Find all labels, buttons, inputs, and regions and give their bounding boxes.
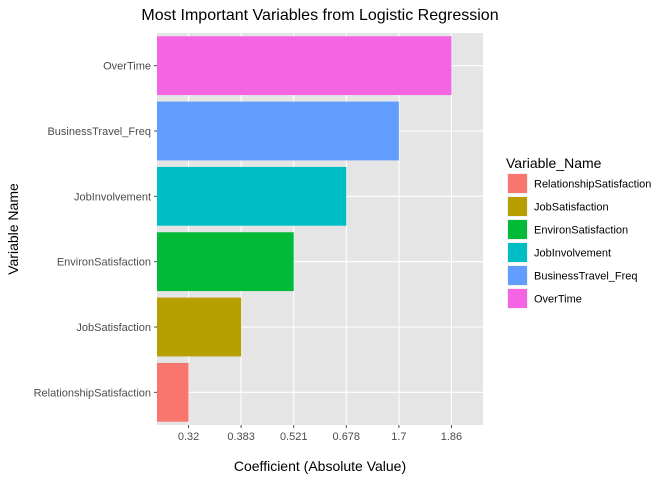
- bar-overtime: [157, 36, 451, 95]
- legend-swatch: [508, 220, 527, 239]
- bar-environsatisfaction: [157, 232, 294, 291]
- y-axis: RelationshipSatisfaction JobSatisfaction E…: [34, 61, 157, 400]
- legend-label: RelationshipSatisfaction: [534, 179, 651, 191]
- bar-relationshipsatisfaction: [157, 363, 189, 422]
- bar-businesstravel_freq: [157, 102, 399, 161]
- legend-label: EnvironSatisfaction: [534, 225, 628, 237]
- x-tick-label: 0.383: [227, 431, 255, 443]
- x-tick-label: 0.521: [280, 431, 308, 443]
- legend-swatch: [508, 243, 527, 262]
- x-tick-label: 0.678: [333, 431, 361, 443]
- legend-swatch: [508, 174, 527, 193]
- chart-title: Most Important Variables from Logistic R…: [141, 7, 498, 24]
- y-tick-label: OverTime: [103, 61, 151, 73]
- x-tick-label: 0.32: [178, 431, 199, 443]
- bar-jobsatisfaction: [157, 298, 241, 357]
- y-axis-title: Variable Name: [5, 183, 21, 275]
- legend-label: BusinessTravel_Freq: [534, 271, 638, 283]
- legend-label: JobInvolvement: [534, 248, 611, 260]
- y-tick-label: RelationshipSatisfaction: [34, 387, 151, 399]
- legend-label: JobSatisfaction: [534, 202, 609, 214]
- y-tick-label: JobSatisfaction: [76, 322, 151, 334]
- y-tick-label: EnvironSatisfaction: [57, 257, 151, 269]
- legend-swatch: [508, 197, 527, 216]
- x-tick-label: 1.86: [441, 431, 462, 443]
- y-tick-label: JobInvolvement: [74, 191, 151, 203]
- y-tick-label: BusinessTravel_Freq: [47, 126, 151, 138]
- x-tick-label: 1.7: [391, 431, 406, 443]
- bar-jobinvolvement: [157, 167, 346, 226]
- legend: Variable_Name RelationshipSatisfaction Jo…: [506, 155, 651, 309]
- legend-title: Variable_Name: [506, 155, 602, 171]
- legend-swatch: [508, 266, 527, 285]
- x-axis-title: Coefficient (Absolute Value): [234, 458, 406, 474]
- x-axis: 0.32 0.383 0.521 0.678 1.7 1.86: [178, 425, 462, 443]
- legend-swatch: [508, 289, 527, 308]
- legend-label: OverTime: [534, 294, 582, 306]
